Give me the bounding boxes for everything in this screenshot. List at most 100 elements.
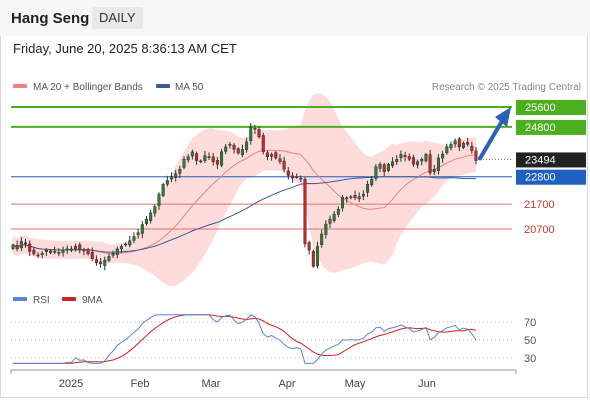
candle-body: [328, 218, 332, 224]
candle: [132, 232, 136, 244]
candle-body: [353, 195, 357, 199]
candle: [119, 244, 123, 254]
period-badge[interactable]: DAILY: [92, 7, 143, 29]
candle: [178, 165, 182, 179]
candle: [336, 206, 340, 218]
candle-body: [157, 193, 161, 206]
candle: [220, 148, 224, 168]
candle-body: [361, 193, 365, 197]
candle: [436, 154, 440, 175]
candle-body: [103, 259, 107, 266]
watermark: Research © 2025 Trading Central: [432, 82, 581, 93]
candle-body: [132, 236, 136, 241]
candle-body: [428, 154, 432, 174]
legend-label-ma50: MA 50: [175, 82, 204, 93]
candle-body: [403, 155, 407, 157]
candle-body: [174, 173, 178, 178]
candle-body: [303, 179, 307, 245]
candle: [366, 180, 370, 198]
candle-body: [224, 146, 228, 152]
level-tag-24800: [516, 119, 586, 135]
candle: [236, 147, 240, 155]
rsi-ma-line: [13, 314, 477, 364]
candle: [420, 157, 424, 166]
x-tick-label: Jun: [418, 378, 436, 390]
candle-body: [144, 218, 148, 225]
candle-body: [399, 154, 403, 159]
candle: [265, 150, 269, 161]
candle: [186, 154, 190, 163]
candle: [28, 240, 32, 257]
candle-body: [370, 179, 374, 186]
candle: [199, 159, 203, 164]
candle-body: [178, 169, 182, 174]
candle-body: [378, 164, 382, 169]
candle: [99, 258, 103, 268]
candle: [74, 243, 78, 252]
x-tick-label: 2025: [59, 378, 83, 390]
candle: [128, 236, 132, 248]
candle: [240, 144, 244, 158]
candle-body: [40, 253, 44, 255]
candle-body: [274, 152, 278, 159]
candle: [424, 152, 428, 163]
candle-body: [357, 196, 361, 200]
candle: [270, 152, 274, 161]
level-label-21700: 21700: [524, 199, 555, 211]
level-tag-22800: [516, 169, 586, 185]
x-tick-label: Feb: [131, 378, 150, 390]
candle-body: [432, 169, 436, 173]
rsi-panel: 70 50 30: [11, 314, 536, 365]
candle-body: [165, 180, 169, 185]
candle: [144, 215, 148, 226]
candle: [278, 154, 282, 165]
candle: [320, 229, 324, 248]
candle: [78, 242, 82, 254]
candle: [232, 143, 236, 154]
time-axis: 2025 Feb Mar Apr May Jun: [10, 369, 517, 390]
candle-body: [149, 212, 153, 221]
candle-body: [474, 150, 478, 161]
bollinger-band: [13, 93, 476, 287]
candle-body: [190, 151, 194, 157]
rsi-legend: RSI 9MA: [13, 295, 103, 306]
candle-body: [345, 197, 349, 200]
candle-body: [374, 166, 378, 179]
candle-body: [228, 144, 232, 146]
candle: [140, 221, 144, 239]
candle: [432, 164, 436, 176]
candle-body: [295, 176, 299, 178]
candle-body: [119, 246, 123, 250]
candle-body: [311, 251, 315, 267]
candle: [136, 228, 140, 239]
candle-body: [461, 142, 465, 148]
candle-body: [74, 245, 78, 250]
candle-body: [99, 261, 103, 265]
candle-body: [153, 206, 157, 214]
candle: [69, 245, 73, 253]
candle: [407, 153, 411, 162]
candle: [57, 248, 61, 257]
forecast-arrow-head: [495, 107, 511, 127]
candle: [94, 255, 98, 266]
candle-body: [78, 244, 82, 251]
candle: [115, 246, 119, 259]
legend-swatch-ma50: [156, 84, 170, 88]
candle-body: [65, 248, 69, 251]
candle: [461, 141, 465, 150]
candle: [103, 256, 107, 271]
candle: [445, 143, 449, 155]
level-label-24800: 24800: [525, 122, 556, 134]
x-tick-label: May: [345, 378, 366, 390]
candle: [307, 240, 311, 255]
candle: [203, 150, 207, 164]
candle: [441, 150, 445, 163]
candle-body: [24, 242, 28, 245]
candle-body: [199, 160, 203, 163]
candle-body: [411, 157, 415, 165]
candle-body: [466, 142, 470, 145]
candle-body: [170, 176, 174, 180]
candle: [328, 215, 332, 229]
candle-body: [19, 241, 23, 249]
